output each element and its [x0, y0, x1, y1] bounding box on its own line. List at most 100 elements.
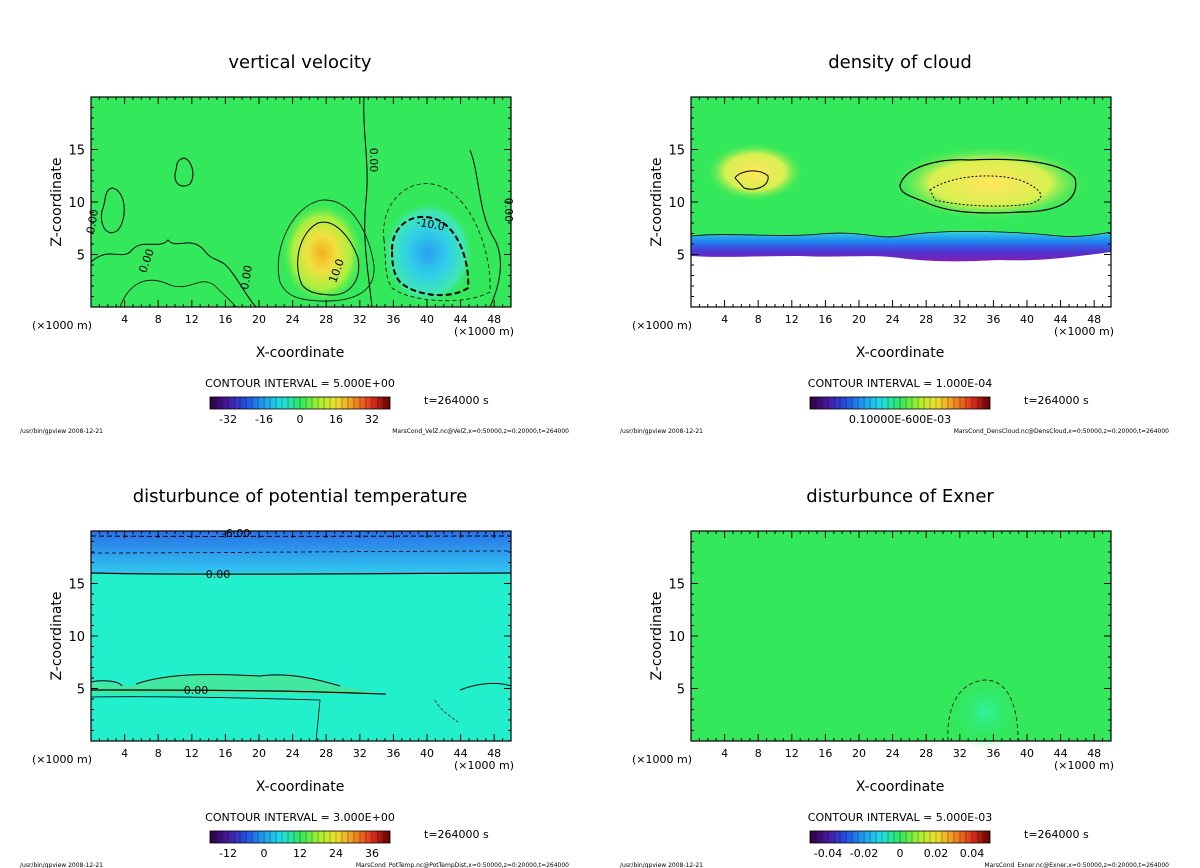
y-axis-label: Z-coordinate [649, 157, 665, 246]
x-unit-label-right: (×1000 m) [1054, 325, 1114, 338]
x-tick-label: 32 [953, 747, 967, 760]
x-tick-label: 48 [1087, 313, 1101, 326]
x-tick-label: 28 [319, 747, 333, 760]
footer-source: MarsCond_VelZ.nc@VelZ,x=0:50000,z=0:2000… [392, 428, 569, 435]
y-tick-label: 15 [668, 578, 685, 593]
colorbar-tick-label: -0.02 [850, 847, 878, 860]
time-label: t=264000 s [1024, 828, 1089, 841]
colorbar-tick-label: -0.04 [814, 847, 842, 860]
x-tick-label: 8 [155, 747, 162, 760]
x-tick-label: 24 [286, 747, 300, 760]
colorbar-tick-label: 0 [261, 847, 268, 860]
x-tick-label: 4 [721, 747, 728, 760]
x-tick-label: 8 [755, 313, 762, 326]
colorbar-tick-label: 0.10000E-600E-03 [849, 413, 951, 426]
y-tick-label: 15 [68, 578, 85, 593]
y-tick-label: 5 [77, 249, 85, 264]
x-tick-label: 44 [454, 747, 468, 760]
x-tick-label: 32 [953, 313, 967, 326]
contour-interval: CONTOUR INTERVAL = 1.000E-04 [808, 377, 992, 390]
x-tick-label: 40 [1020, 313, 1034, 326]
colorbar-tick-label: 32 [365, 413, 379, 426]
footer-program: /usr/bin/gpview 2008-12-21 [620, 862, 703, 868]
x-tick-label: 32 [353, 747, 367, 760]
time-label: t=264000 s [1024, 394, 1089, 407]
x-tick-label: 36 [986, 313, 1000, 326]
contour-label: 0.00 [184, 684, 209, 697]
time-label: t=264000 s [424, 394, 489, 407]
x-tick-label: 28 [319, 313, 333, 326]
colorbar-tick-label: 24 [329, 847, 343, 860]
y-tick-label: 5 [677, 683, 685, 698]
x-unit-label: (×1000 m) [632, 753, 692, 766]
x-tick-label: 8 [155, 313, 162, 326]
contour-label: 0.00 [367, 148, 380, 173]
x-tick-label: 16 [818, 747, 832, 760]
x-tick-label: 16 [218, 747, 232, 760]
footer-source: MarsCond_Exner.nc@Exner,x=0:50000,z=0:20… [984, 862, 1169, 868]
footer-source: MarsCond_PotTemp.nc@PotTempDist,x=0:5000… [356, 862, 569, 868]
x-tick-label: 36 [986, 747, 1000, 760]
x-tick-label: 4 [721, 313, 728, 326]
contour-label: 0.00 [238, 264, 255, 290]
x-tick-label: 44 [454, 313, 468, 326]
y-axis-label: Z-coordinate [49, 157, 65, 246]
contour-label: 0.00 [84, 208, 101, 234]
x-tick-label: 12 [785, 313, 799, 326]
contour-interval: CONTOUR INTERVAL = 3.000E+00 [205, 811, 395, 824]
x-tick-label: 20 [252, 313, 266, 326]
x-tick-label: 44 [1054, 313, 1068, 326]
x-unit-label-right: (×1000 m) [454, 759, 514, 772]
y-tick-label: 5 [677, 249, 685, 264]
time-label: t=264000 s [424, 828, 489, 841]
x-tick-label: 40 [420, 313, 434, 326]
y-tick-label: 15 [68, 144, 85, 159]
contour-interval: CONTOUR INTERVAL = 5.000E+00 [205, 377, 395, 390]
x-tick-label: 28 [919, 313, 933, 326]
potential-temperature-field [90, 531, 512, 742]
x-tick-label: 24 [286, 313, 300, 326]
x-tick-label: 24 [886, 313, 900, 326]
x-tick-label: 8 [755, 747, 762, 760]
x-unit-label: (×1000 m) [32, 319, 92, 332]
colorbar-tick-label: 0 [297, 413, 304, 426]
x-tick-label: 36 [386, 747, 400, 760]
colorbar-tick-label: 0.04 [960, 847, 985, 860]
colorbar-tick-label: 0 [897, 847, 904, 860]
x-unit-label-right: (×1000 m) [1054, 759, 1114, 772]
x-unit-label: (×1000 m) [32, 753, 92, 766]
colorbar-tick-label: 12 [293, 847, 307, 860]
panel-2: disturbunce of potential temperature 4 8 12… [20, 486, 569, 868]
colorbar-tick-label: -16 [255, 413, 273, 426]
chart-title: disturbunce of potential temperature [133, 486, 468, 507]
footer-program: /usr/bin/gpview 2008-12-21 [20, 428, 103, 435]
x-tick-label: 16 [818, 313, 832, 326]
y-tick-label: 10 [68, 196, 85, 211]
x-tick-label: 16 [218, 313, 232, 326]
x-tick-label: 12 [785, 747, 799, 760]
contour-label: -10.0 [415, 216, 445, 234]
y-tick-label: 5 [77, 683, 85, 698]
x-tick-label: 40 [1020, 747, 1034, 760]
x-tick-label: 44 [1054, 747, 1068, 760]
x-unit-label-right: (×1000 m) [454, 325, 514, 338]
x-axis-label: X-coordinate [856, 345, 945, 361]
chart-title: density of cloud [828, 52, 972, 73]
y-tick-label: 10 [668, 196, 685, 211]
x-tick-label: 48 [487, 313, 501, 326]
y-tick-label: 15 [668, 144, 685, 159]
colorbar-tick-label: 16 [329, 413, 343, 426]
x-axis-label: X-coordinate [256, 345, 345, 361]
x-tick-label: 12 [185, 747, 199, 760]
footer-program: /usr/bin/gpview 2008-12-21 [20, 862, 103, 868]
y-tick-label: 10 [668, 630, 685, 645]
contour-label: 0.00 [206, 568, 231, 581]
x-tick-label: 4 [121, 747, 128, 760]
x-tick-label: 20 [852, 313, 866, 326]
x-axis-label: X-coordinate [256, 779, 345, 795]
